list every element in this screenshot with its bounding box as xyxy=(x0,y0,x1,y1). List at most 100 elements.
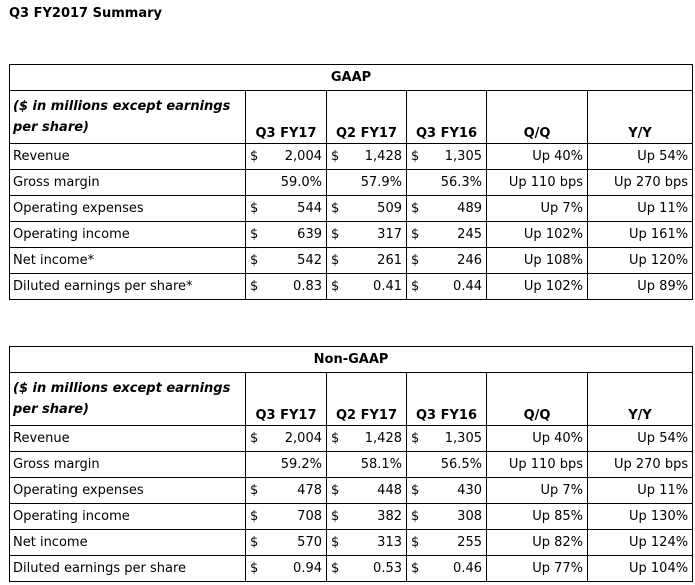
value-cell: 308 xyxy=(424,503,487,530)
row-label: Operating expenses xyxy=(9,477,246,504)
currency-symbol: $ xyxy=(406,273,425,300)
currency-symbol: $ xyxy=(326,221,345,248)
qoq-change: Up 77% xyxy=(486,555,588,582)
currency-symbol: $ xyxy=(326,477,345,504)
currency-symbol: $ xyxy=(245,477,264,504)
value-cell: 56.3% xyxy=(424,169,487,196)
yoy-change: Up 11% xyxy=(586,477,694,504)
table-title-row: Non-GAAP xyxy=(8,346,694,373)
page-title: Q3 FY2017 Summary xyxy=(9,6,162,21)
value-cell: 0.94 xyxy=(263,555,327,582)
currency-symbol: $ xyxy=(326,273,345,300)
qoq-change: Up 110 bps xyxy=(486,169,588,196)
column-header: Q2 FY17 xyxy=(326,90,407,144)
table-row: Operating expenses $544 $509 $489 Up 7% Up 11… xyxy=(9,195,694,222)
value-cell: 382 xyxy=(344,503,407,530)
currency-symbol: $ xyxy=(406,143,425,170)
row-label: Net income* xyxy=(9,247,246,274)
currency-symbol xyxy=(326,169,345,196)
value-cell: 509 xyxy=(344,195,407,222)
units-note: ($ in millions except earnings per share… xyxy=(9,90,246,144)
qoq-change: Up 85% xyxy=(486,503,588,530)
yoy-change: Up 270 bps xyxy=(586,451,694,478)
currency-symbol: $ xyxy=(326,247,345,274)
table-row: Diluted earnings per share $0.94 $0.53 $0.4… xyxy=(9,555,694,582)
currency-symbol: $ xyxy=(326,143,345,170)
currency-symbol: $ xyxy=(406,503,425,530)
value-cell: 59.0% xyxy=(263,169,327,196)
value-cell: 478 xyxy=(263,477,327,504)
value-cell: 639 xyxy=(263,221,327,248)
currency-symbol: $ xyxy=(406,555,425,582)
currency-symbol: $ xyxy=(245,555,264,582)
column-header: Q/Q xyxy=(486,372,588,426)
qoq-change: Up 7% xyxy=(486,477,588,504)
table-row: Revenue $2,004 $1,428 $1,305 Up 40% Up 54% xyxy=(9,425,694,452)
row-label: Operating expenses xyxy=(9,195,246,222)
gaap-rows: Revenue $2,004 $1,428 $1,305 Up 40% Up 54% Gro… xyxy=(9,143,694,300)
table-row: Net income* $542 $261 $246 Up 108% Up 120% xyxy=(9,247,694,274)
currency-symbol: $ xyxy=(245,221,264,248)
column-header: Y/Y xyxy=(586,90,694,144)
yoy-change: Up 270 bps xyxy=(586,169,694,196)
value-cell: 1,305 xyxy=(424,425,487,452)
table-title: GAAP xyxy=(8,64,694,91)
row-label: Operating income xyxy=(9,503,246,530)
qoq-change: Up 102% xyxy=(486,221,588,248)
currency-symbol: $ xyxy=(326,555,345,582)
yoy-change: Up 120% xyxy=(586,247,694,274)
value-cell: 1,428 xyxy=(344,143,407,170)
table-row: Gross margin 59.2% 58.1% 56.5% Up 110 bps Up … xyxy=(9,451,694,478)
qoq-change: Up 110 bps xyxy=(486,451,588,478)
currency-symbol: $ xyxy=(406,425,425,452)
table-title-row: GAAP xyxy=(8,64,694,91)
yoy-change: Up 11% xyxy=(586,195,694,222)
value-cell: 0.83 xyxy=(263,273,327,300)
value-cell: 544 xyxy=(263,195,327,222)
qoq-change: Up 82% xyxy=(486,529,588,556)
qoq-change: Up 108% xyxy=(486,247,588,274)
table-row: Operating income $708 $382 $308 Up 85% Up 130… xyxy=(9,503,694,530)
value-cell: 255 xyxy=(424,529,487,556)
table-row: Revenue $2,004 $1,428 $1,305 Up 40% Up 54% xyxy=(9,143,694,170)
table-row: Operating income $639 $317 $245 Up 102% Up 16… xyxy=(9,221,694,248)
currency-symbol: $ xyxy=(326,195,345,222)
currency-symbol: $ xyxy=(406,247,425,274)
value-cell: 1,428 xyxy=(344,425,407,452)
value-cell: 0.53 xyxy=(344,555,407,582)
non-gaap-summary-table: Non-GAAP ($ in millions except earnings … xyxy=(8,346,694,582)
value-cell: 317 xyxy=(344,221,407,248)
value-cell: 0.44 xyxy=(424,273,487,300)
table-row: Gross margin 59.0% 57.9% 56.3% Up 110 bps Up … xyxy=(9,169,694,196)
table-row: Net income $570 $313 $255 Up 82% Up 124% xyxy=(9,529,694,556)
currency-symbol: $ xyxy=(326,529,345,556)
gaap-summary-table: GAAP ($ in millions except earnings per … xyxy=(8,64,694,300)
column-header: Q3 FY16 xyxy=(406,372,487,426)
column-header: Q3 FY17 xyxy=(245,372,327,426)
value-cell: 245 xyxy=(424,221,487,248)
row-label: Diluted earnings per share xyxy=(9,555,246,582)
column-header: Y/Y xyxy=(586,372,694,426)
currency-symbol: $ xyxy=(245,195,264,222)
yoy-change: Up 54% xyxy=(586,425,694,452)
currency-symbol: $ xyxy=(326,503,345,530)
value-cell: 58.1% xyxy=(344,451,407,478)
value-cell: 448 xyxy=(344,477,407,504)
currency-symbol: $ xyxy=(245,425,264,452)
currency-symbol: $ xyxy=(245,503,264,530)
currency-symbol: $ xyxy=(245,529,264,556)
value-cell: 57.9% xyxy=(344,169,407,196)
qoq-change: Up 102% xyxy=(486,273,588,300)
value-cell: 246 xyxy=(424,247,487,274)
row-label: Gross margin xyxy=(9,169,246,196)
yoy-change: Up 124% xyxy=(586,529,694,556)
currency-symbol: $ xyxy=(406,477,425,504)
value-cell: 313 xyxy=(344,529,407,556)
column-header: Q3 FY16 xyxy=(406,90,487,144)
currency-symbol xyxy=(245,451,264,478)
row-label: Revenue xyxy=(9,143,246,170)
row-label: Revenue xyxy=(9,425,246,452)
row-label: Diluted earnings per share* xyxy=(9,273,246,300)
yoy-change: Up 89% xyxy=(586,273,694,300)
currency-symbol: $ xyxy=(406,221,425,248)
